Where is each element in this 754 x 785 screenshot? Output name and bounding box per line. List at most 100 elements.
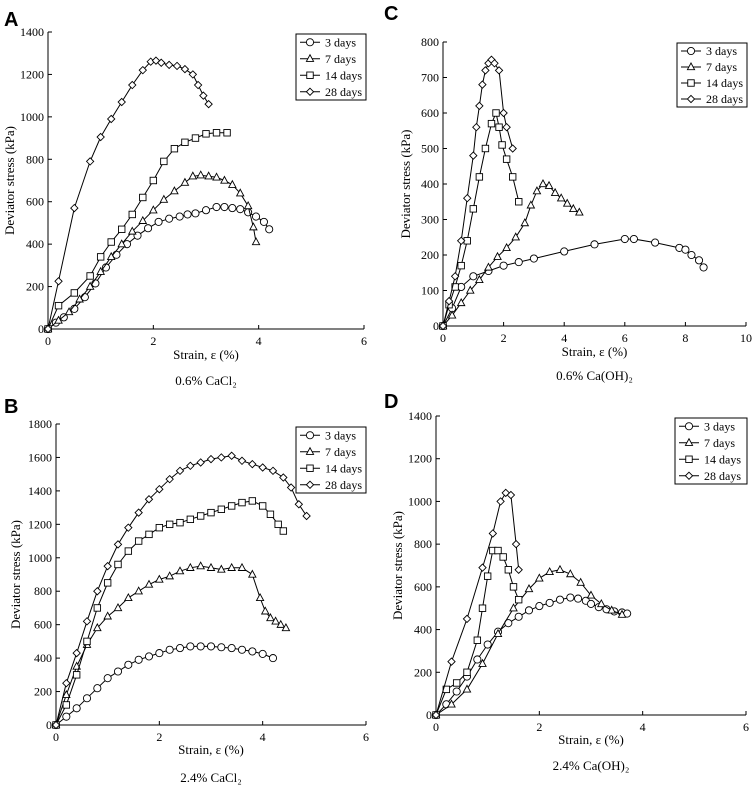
legend-marker [305, 53, 315, 62]
data-point [175, 566, 185, 575]
legend-marker [686, 46, 696, 56]
data-point [54, 277, 63, 286]
data-point [286, 483, 296, 492]
panel-label: C [384, 3, 398, 25]
series-14-days [44, 129, 231, 333]
data-point [499, 553, 507, 561]
data-point [186, 461, 195, 471]
legend-marker [687, 79, 695, 87]
data-point [155, 484, 164, 494]
data-point [687, 250, 696, 260]
data-point [268, 654, 278, 663]
data-point [493, 628, 503, 637]
data-point [258, 502, 267, 510]
data-point [96, 266, 106, 275]
series-line [435, 596, 628, 716]
data-point [524, 584, 534, 593]
panel-label: A [4, 9, 18, 31]
data-point [469, 151, 478, 160]
x-tick-label: 2 [536, 720, 542, 734]
data-point [175, 644, 185, 653]
data-point [586, 599, 596, 608]
chart-panel-a: A 0 200 400 600 800 1000 1200 1400 0 2 4 6 Strain, ε … [2, 9, 367, 388]
series-3-days [431, 593, 632, 720]
data-point [212, 172, 221, 181]
data-point [124, 523, 133, 532]
data-point [191, 134, 200, 142]
data-point [576, 577, 586, 586]
data-point [148, 205, 158, 214]
y-axis-label: Deviator stress (kPa) [2, 126, 17, 235]
data-point [59, 313, 68, 322]
data-point [103, 561, 112, 571]
legend-entry: 28 days [325, 478, 362, 492]
data-point [82, 617, 92, 626]
data-point [227, 179, 237, 188]
data-point [514, 258, 523, 267]
y-tick-label: 600 [26, 195, 44, 209]
data-point [217, 505, 226, 513]
legend-marker [306, 464, 314, 472]
y-axis-label: Deviator stress (kPa) [8, 520, 23, 629]
data-point [144, 579, 154, 588]
data-point [550, 187, 560, 197]
data-point [487, 119, 496, 128]
data-point [176, 518, 184, 527]
data-point [134, 508, 143, 517]
x-tick-label: 2 [150, 334, 156, 348]
data-point [113, 667, 123, 676]
data-point [236, 205, 245, 214]
data-point [475, 274, 484, 283]
data-point [452, 679, 461, 687]
data-point [532, 186, 542, 195]
chart-caption: 0.6% Ca(OH)₂ [556, 368, 633, 383]
data-point [238, 498, 246, 507]
data-point [202, 130, 210, 138]
data-point [220, 175, 229, 184]
data-point [562, 198, 572, 207]
data-point [511, 232, 521, 241]
data-point [220, 202, 229, 212]
data-point [302, 511, 311, 521]
data-point [54, 315, 63, 324]
data-point [555, 564, 565, 573]
data-point [450, 272, 460, 281]
data-point [188, 171, 198, 180]
legend-entry: 14 days [706, 76, 743, 90]
data-point [144, 495, 154, 504]
data-point [629, 234, 638, 244]
y-tick-label: 400 [414, 623, 432, 637]
data-point [145, 530, 153, 539]
y-tick-label: 800 [34, 584, 52, 598]
y-tick-label: 1400 [408, 409, 432, 423]
data-point [248, 497, 257, 505]
x-tick-label: 6 [622, 331, 628, 345]
data-point [227, 451, 236, 461]
data-point [235, 188, 245, 197]
y-tick-label: 200 [414, 665, 432, 679]
data-point [64, 307, 74, 316]
data-point [478, 658, 487, 667]
legend: 3 days 7 days 14 days 28 days [674, 417, 748, 485]
data-point [114, 560, 122, 569]
data-point [134, 655, 143, 664]
data-point [107, 238, 115, 246]
data-point [172, 61, 182, 71]
data-point [534, 573, 544, 582]
data-point [495, 123, 503, 131]
data-point [607, 605, 617, 614]
data-point [212, 202, 221, 212]
data-point [502, 242, 511, 252]
chart-caption: 2.4% Ca(OH)₂ [553, 758, 630, 773]
data-point [265, 225, 274, 234]
data-point [206, 642, 216, 651]
y-tick-label: 200 [34, 685, 52, 699]
data-point [165, 571, 175, 580]
data-point [103, 579, 112, 587]
x-tick-label: 0 [45, 334, 51, 348]
data-point [511, 539, 521, 549]
data-point [544, 180, 554, 189]
series-28-days [43, 56, 213, 334]
data-point [255, 592, 265, 602]
chart-caption: 2.4% CaCl₂ [180, 770, 242, 785]
